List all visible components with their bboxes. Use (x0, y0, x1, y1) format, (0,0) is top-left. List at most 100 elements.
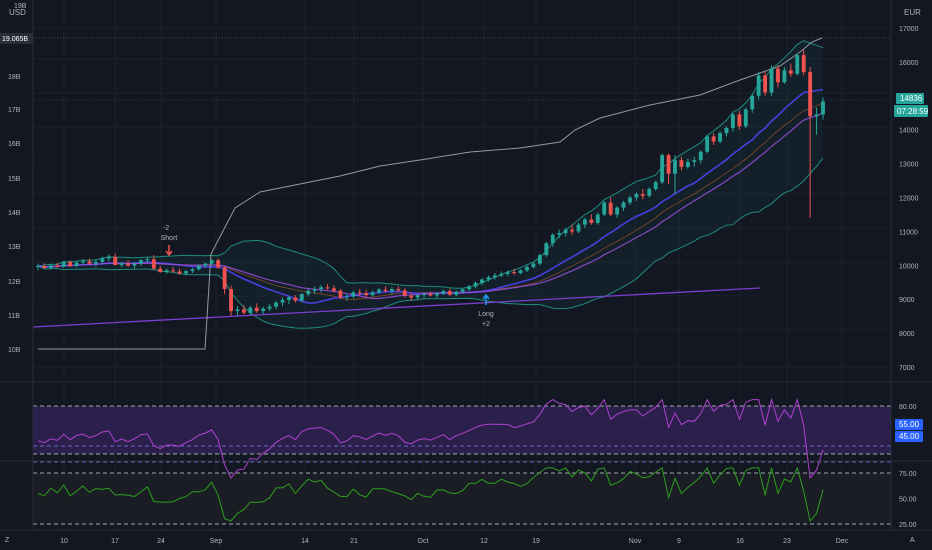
candle (550, 233, 555, 247)
candle (666, 153, 671, 184)
left-axis-tick: 18B (8, 74, 21, 81)
candle (74, 261, 79, 268)
candle (254, 303, 259, 313)
right-axis-tick: 8000 (899, 331, 915, 338)
candle (776, 65, 780, 88)
candle (435, 292, 439, 298)
time-axis-label: Sep (210, 538, 223, 545)
candle (383, 286, 388, 293)
candle (544, 241, 549, 257)
left-axis-tick: 14B (8, 210, 21, 217)
left-axis-current-value: 19.065B (2, 36, 28, 43)
oscillator-line (37, 466, 824, 522)
candle (737, 111, 742, 130)
candle (312, 286, 317, 295)
time-axis-label: 10 (60, 538, 68, 545)
price-label-box (896, 93, 924, 104)
long-signal-label: Long (478, 311, 494, 318)
candle (698, 150, 703, 164)
right-axis-tick: 11000 (899, 229, 918, 236)
candle (570, 224, 574, 235)
candle (357, 289, 362, 296)
short-signal-qty: -2 (163, 225, 169, 232)
countdown-label-box (894, 105, 928, 117)
right-axis-tick: 14000 (899, 128, 919, 135)
candle (364, 289, 369, 298)
candle (267, 304, 272, 312)
oscillator-axis-tick: 50.00 (899, 497, 917, 504)
rsi-band-upper-label-box (895, 419, 923, 430)
corner-bottom-right[interactable]: A (910, 537, 915, 544)
left-price-axis[interactable]: 19B USD 19.065B 18B 17B 16B 15B 14B 13B 12B 11B… (0, 3, 33, 354)
left-axis-tick: 17B (8, 107, 21, 114)
candle (756, 72, 761, 100)
candle (409, 292, 414, 301)
candle (248, 305, 253, 316)
short-signal-label: Short (161, 235, 178, 242)
time-axis-label: Oct (418, 538, 429, 545)
candle (216, 258, 221, 269)
time-axis-label: 17 (111, 538, 119, 545)
candle (647, 187, 652, 198)
candle (274, 300, 279, 310)
candle (608, 197, 613, 217)
candle (229, 285, 233, 317)
candle (61, 261, 66, 269)
oscillator-panel (33, 472, 891, 525)
candle (422, 292, 426, 298)
rsi-band-lower-label: 45.00 (899, 432, 920, 441)
long-arrow-icon (482, 293, 490, 305)
candle (492, 272, 497, 280)
candle (531, 261, 536, 269)
time-axis-label: 9 (677, 538, 681, 545)
candle (332, 285, 336, 293)
candle (467, 284, 472, 291)
candle (653, 180, 658, 191)
rsi-axis-tick: 80.00 (899, 404, 917, 411)
candle (660, 153, 665, 184)
candle (640, 189, 645, 200)
candle (718, 131, 722, 144)
time-axis-label: 16 (736, 538, 744, 545)
candle (203, 262, 208, 268)
candle (518, 269, 523, 275)
right-axis-tick: 10000 (899, 263, 919, 270)
long-signal[interactable]: Long +2 (478, 293, 494, 328)
candle (711, 133, 716, 145)
time-axis-label: 23 (783, 538, 791, 545)
candle (480, 278, 484, 285)
left-axis-top-tick: 19B (14, 3, 27, 10)
right-axis-tick: 9000 (899, 297, 915, 304)
market-cap-line (38, 37, 823, 350)
candle (763, 72, 768, 96)
short-signal[interactable]: -2 Short (161, 225, 178, 257)
candle (679, 156, 684, 171)
left-axis-tick: 11B (8, 313, 20, 320)
right-axis-tick: 7000 (899, 365, 915, 372)
price-label: 14836 (900, 94, 923, 103)
right-price-axis[interactable]: EUR 170001600015000140001300012000110001… (894, 8, 929, 529)
candle (319, 284, 324, 293)
right-axis-currency: EUR (904, 8, 921, 17)
candle (447, 288, 452, 296)
candle (87, 258, 92, 265)
candle (525, 265, 529, 273)
candle (814, 107, 819, 135)
corner-bottom-left[interactable]: Z (5, 537, 10, 544)
candle (55, 262, 60, 268)
left-axis-tick: 16B (8, 141, 21, 148)
candle (325, 283, 330, 290)
candle (537, 253, 542, 266)
left-axis-tick: 13B (8, 244, 21, 251)
time-axis[interactable]: 10 17 24 Sep 14 21 Oct 12 19 Nov 9 16 23 Dec (60, 538, 849, 545)
candle (634, 192, 639, 201)
candle (750, 94, 755, 113)
candle (158, 265, 163, 273)
candle (344, 294, 349, 301)
candle (602, 200, 607, 217)
indicator-lines (32, 37, 824, 522)
time-axis-label: 19 (532, 538, 540, 545)
time-axis-label: 24 (157, 538, 165, 545)
candle (821, 97, 825, 120)
